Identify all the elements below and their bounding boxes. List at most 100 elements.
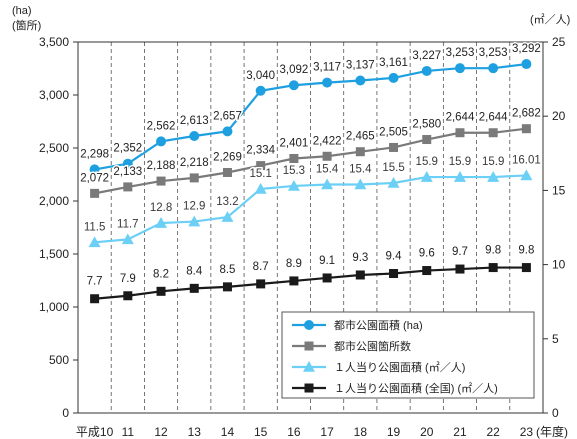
legend-marker: [303, 361, 315, 372]
data-label: 2,422: [313, 135, 342, 147]
right-axis-tick-label: 10: [552, 258, 566, 272]
data-point: [288, 80, 299, 91]
left-axis-tick-label: 1,000: [39, 300, 69, 314]
data-label: 2,657: [213, 110, 242, 122]
data-label: 2,218: [180, 157, 209, 169]
legend-label: 都市公園箇所数: [334, 339, 411, 353]
legend-label: １人当り公園面積 (全国) (㎡／人): [334, 381, 498, 395]
data-point: [289, 153, 299, 163]
data-point: [422, 135, 432, 145]
data-label: 2,580: [412, 119, 441, 131]
legend-box: [281, 311, 535, 399]
data-point: [289, 276, 299, 286]
data-label: 12.9: [183, 201, 205, 213]
series-3: [88, 169, 533, 248]
axes-layer: 0 500 1,000 1,500 2,000 2,500 3,000 3,500 0 5 10 15…: [39, 35, 566, 439]
data-label: 3,161: [379, 57, 408, 69]
data-point: [421, 65, 432, 76]
data-label: 15.9: [416, 156, 438, 168]
data-label: 7.7: [87, 276, 103, 288]
data-point: [254, 182, 267, 194]
data-label: 7.9: [120, 273, 136, 285]
legend-marker: [304, 341, 314, 351]
series-1: [89, 59, 532, 175]
data-label: 3,092: [280, 64, 309, 76]
x-axis-tick-label: 21: [453, 425, 467, 439]
data-point: [389, 269, 399, 279]
x-axis-tick-label: 20: [420, 425, 434, 439]
data-label: 15.3: [283, 165, 305, 177]
data-point: [453, 171, 466, 182]
series-line: [94, 127, 527, 195]
x-axis-suffix: (年度): [536, 424, 568, 439]
data-label: 3,227: [412, 50, 441, 62]
data-point: [222, 282, 232, 292]
data-label: 2,613: [180, 115, 209, 127]
data-point: [89, 164, 100, 175]
legend-marker: [304, 383, 314, 393]
legend-marker: [304, 320, 314, 330]
data-point: [156, 286, 166, 296]
data-point: [188, 215, 201, 227]
data-point: [155, 217, 168, 228]
x-axis-tick-label: 15: [254, 425, 268, 439]
data-point: [455, 264, 465, 274]
x-axis-tick-label: 11: [122, 425, 135, 439]
left-axis-tick-label: 500: [49, 353, 69, 367]
data-point: [222, 167, 232, 177]
data-point: [354, 178, 367, 190]
x-axis-tick-label: 19: [387, 425, 401, 439]
data-label: 13.2: [216, 196, 238, 208]
data-point: [388, 72, 399, 83]
data-point: [222, 126, 233, 137]
data-point: [255, 85, 266, 96]
data-point: [322, 77, 333, 88]
data-label: 3,292: [512, 43, 541, 55]
series-2: [90, 124, 531, 198]
x-axis-tick-label: 23: [520, 425, 534, 439]
data-point: [156, 136, 167, 147]
data-point: [121, 233, 134, 245]
data-point: [90, 294, 100, 304]
data-label: 3,040: [246, 70, 275, 82]
data-point: [355, 147, 365, 157]
series-line: [94, 174, 527, 244]
data-label: 15.9: [449, 156, 471, 168]
data-point: [521, 263, 531, 273]
data-point: [422, 266, 432, 276]
data-label: 8.2: [153, 268, 169, 280]
data-point: [488, 263, 498, 273]
right-axis-tick-label: 5: [552, 332, 559, 346]
x-axis-tick-label: 16: [287, 425, 301, 439]
data-point: [88, 236, 101, 248]
data-point: [221, 211, 234, 222]
series-4: [90, 263, 531, 304]
data-point: [123, 291, 133, 301]
series-layer: [88, 59, 533, 304]
data-point: [123, 182, 133, 192]
x-axis-tick-label: 17: [320, 425, 334, 439]
left-axis-tick-label: 2,500: [39, 141, 69, 155]
series-line: [94, 62, 527, 171]
data-point: [322, 151, 332, 161]
data-point: [520, 169, 533, 181]
data-point: [256, 279, 266, 289]
data-label: 15.4: [349, 163, 372, 175]
data-label: 3,117: [313, 62, 341, 74]
data-label: 9.1: [319, 255, 335, 267]
data-label: 2,334: [246, 145, 275, 157]
data-label: 9.8: [485, 245, 501, 257]
left-axis-tick-label: 1,500: [39, 247, 69, 261]
data-point: [189, 283, 199, 293]
data-label: 2,401: [280, 137, 309, 149]
data-label: 2,298: [80, 148, 109, 160]
right-axis-tick-label: 25: [552, 35, 566, 49]
data-point: [355, 75, 366, 86]
data-label: 2,188: [147, 160, 176, 172]
data-point: [521, 124, 531, 134]
data-labels-layer: 2,298 2,352 2,562 2,613 2,657 3,040 3,092 3,117…: [79, 42, 543, 290]
data-label: 2,133: [113, 166, 142, 178]
data-label: 15.4: [316, 163, 339, 175]
data-label: 3,253: [446, 47, 475, 59]
data-label: 9.6: [419, 248, 435, 260]
